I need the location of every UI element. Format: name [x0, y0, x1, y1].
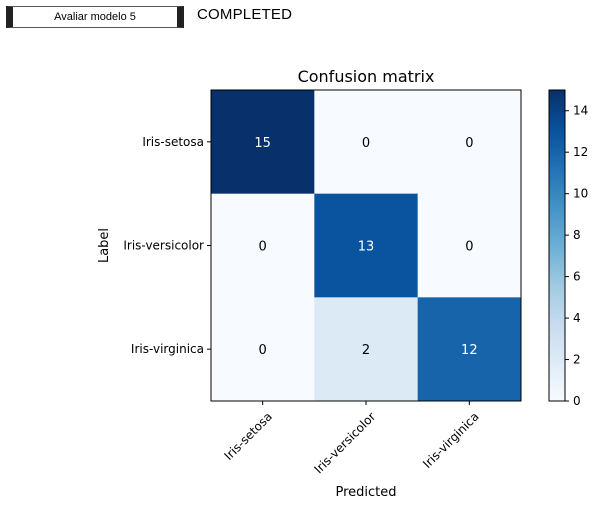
top-toolbar: Avaliar modelo 5 COMPLETED	[0, 0, 597, 34]
cell-value-label: 0	[465, 136, 473, 151]
cell-value-label: 2	[362, 343, 370, 358]
heatmap-cell	[417, 193, 522, 298]
heatmap-cell	[417, 90, 522, 195]
cell-value-label: 12	[461, 343, 478, 358]
cell-value-label: 0	[259, 240, 267, 255]
x-tick-label: Iris-virginica	[420, 409, 482, 471]
status-label: COMPLETED	[197, 6, 293, 23]
cell-value-label: 13	[358, 240, 375, 255]
colorbar	[548, 89, 566, 402]
colorbar-tick-label: 8	[573, 228, 581, 242]
y-tick-label: Iris-virginica	[131, 342, 204, 356]
x-tick-label: Iris-setosa	[221, 409, 275, 463]
cell-value-label: 15	[254, 136, 271, 151]
x-tick-label: Iris-versicolor	[311, 409, 378, 476]
colorbar-tick-label: 10	[573, 187, 588, 201]
cell-value-label: 0	[259, 343, 267, 358]
heatmap-cell	[211, 297, 315, 402]
colorbar-tick-label: 6	[573, 270, 581, 284]
colorbar-tick-label: 14	[573, 104, 588, 118]
evaluate-model-button[interactable]: Avaliar modelo 5	[6, 6, 184, 28]
heatmap-cell	[314, 297, 419, 402]
heatmap-cell	[314, 193, 419, 298]
cell-value-label: 0	[465, 240, 473, 255]
chart-title: Confusion matrix	[298, 67, 435, 86]
y-tick-label: Iris-versicolor	[123, 239, 204, 253]
x-axis-label: Predicted	[335, 485, 396, 500]
colorbar-tick-label: 12	[573, 145, 588, 159]
heatmap-cell	[211, 193, 315, 298]
heatmap-cell	[211, 90, 315, 195]
heatmap-cell	[314, 90, 419, 195]
y-axis-label: Label	[97, 228, 112, 263]
y-tick-label: Iris-setosa	[142, 135, 204, 149]
colorbar-tick-label: 0	[573, 394, 581, 408]
heatmap-cell	[417, 297, 522, 402]
colorbar-tick-label: 4	[573, 311, 581, 325]
colorbar-tick-label: 2	[573, 353, 581, 367]
cell-value-label: 0	[362, 136, 370, 151]
